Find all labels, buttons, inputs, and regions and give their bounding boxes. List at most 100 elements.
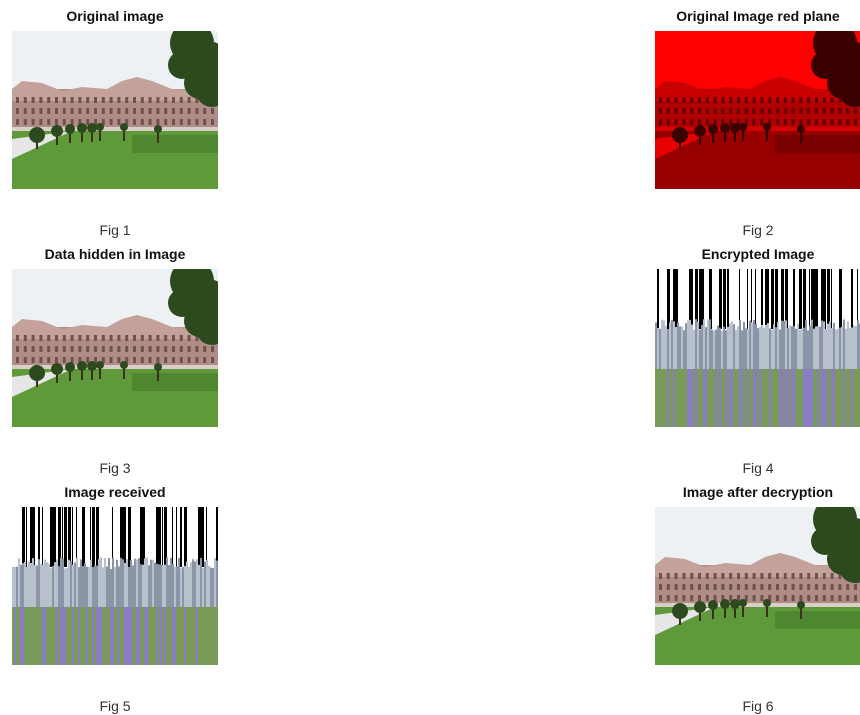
shape (697, 369, 699, 427)
shape (687, 320, 689, 370)
shape (32, 357, 35, 363)
shape (694, 601, 706, 613)
shape (799, 595, 802, 601)
shape (815, 269, 818, 329)
shape (784, 595, 787, 601)
shape (691, 269, 693, 329)
shape (661, 369, 663, 427)
shape (682, 584, 685, 590)
shape (775, 369, 777, 427)
shape (789, 369, 791, 427)
shape (60, 557, 62, 607)
shape (799, 369, 801, 427)
shape (667, 595, 670, 601)
shape (781, 269, 784, 329)
shape (815, 369, 817, 427)
shape (62, 558, 64, 608)
shape (792, 573, 795, 579)
shape (156, 357, 159, 363)
shape (211, 346, 214, 352)
shape (735, 369, 737, 427)
shape (110, 335, 113, 341)
shape (141, 357, 144, 363)
shape (39, 357, 42, 363)
shape (823, 595, 826, 601)
shape (104, 558, 106, 608)
shape (733, 369, 735, 427)
shape (682, 97, 685, 103)
shape (71, 108, 74, 114)
shape (172, 607, 174, 665)
shape (667, 97, 670, 103)
shape (39, 335, 42, 341)
shape (90, 507, 91, 567)
shape (132, 607, 134, 665)
shape (156, 564, 158, 614)
shape (847, 321, 849, 371)
shape (117, 357, 120, 363)
shape (745, 573, 748, 579)
shape (132, 373, 218, 391)
shape (110, 108, 113, 114)
shape (144, 558, 146, 608)
shape (827, 269, 830, 329)
shape (815, 97, 818, 103)
shape (730, 123, 740, 133)
shape (126, 559, 128, 609)
shape (14, 607, 16, 665)
shape (699, 369, 701, 427)
panel-title: Original image (0, 8, 258, 24)
shape (753, 119, 756, 125)
shape (47, 357, 50, 363)
shape (831, 573, 834, 579)
shape (673, 269, 675, 329)
shape (172, 97, 175, 103)
shape (47, 97, 50, 103)
shape (679, 326, 681, 376)
shape (133, 108, 136, 114)
shape (126, 607, 128, 665)
caption: Fig 1 (12, 222, 218, 238)
shape (128, 507, 131, 567)
shape (108, 607, 110, 665)
shape (753, 584, 756, 590)
shape (655, 322, 657, 372)
shape (815, 326, 817, 376)
shape (776, 108, 779, 114)
shape (675, 573, 678, 579)
shape (831, 119, 834, 125)
shape (182, 607, 184, 665)
shape (180, 507, 182, 567)
shape (84, 563, 86, 613)
shape (195, 357, 198, 363)
shape (793, 326, 795, 376)
shape (180, 108, 183, 114)
shape (838, 584, 841, 590)
shape (32, 97, 35, 103)
shape (831, 97, 834, 103)
shape (87, 123, 97, 133)
caption: Fig 3 (12, 460, 218, 476)
shape (763, 123, 771, 131)
shape (709, 369, 711, 427)
shape (672, 127, 688, 143)
shape (140, 564, 142, 614)
shape (54, 607, 56, 665)
shape (180, 346, 183, 352)
shape (174, 607, 176, 665)
shape (66, 607, 68, 665)
shape (196, 559, 198, 609)
shape (785, 269, 788, 329)
shape (154, 125, 162, 133)
shape (827, 369, 829, 427)
shape (838, 595, 841, 601)
shape (823, 108, 826, 114)
shape (667, 573, 670, 579)
shape (186, 507, 187, 567)
shape (783, 369, 785, 427)
shape (149, 346, 152, 352)
shape (54, 562, 56, 612)
shape (813, 269, 815, 329)
shape (149, 108, 152, 114)
shape (55, 108, 58, 114)
